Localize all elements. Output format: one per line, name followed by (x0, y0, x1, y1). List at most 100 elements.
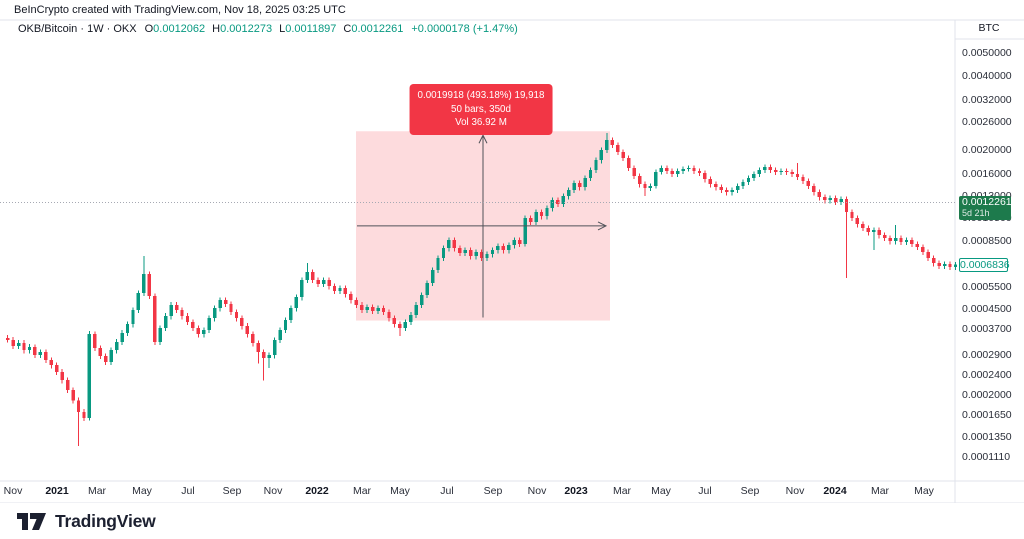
candle-body (55, 365, 59, 373)
candle-body (643, 184, 647, 189)
candle-body (839, 199, 843, 202)
tradingview-logo-icon[interactable] (17, 512, 47, 531)
ohlc-O: O0.0012062 (144, 23, 206, 35)
last-price-badge[interactable]: 0.0012261 5d 21h (959, 196, 1012, 221)
measure-up-arrowhead (478, 134, 488, 144)
candle-body (588, 169, 593, 178)
candle-body (899, 238, 903, 242)
price-axis-unit[interactable]: BTC (978, 22, 1000, 34)
candle-body (507, 245, 511, 251)
candle-body (104, 355, 108, 362)
candle-body (735, 185, 740, 190)
secondary-price-label[interactable]: 0.0006836 (959, 257, 1010, 272)
candle-body (534, 212, 538, 222)
candle-body (376, 307, 380, 312)
candle-body (861, 224, 865, 228)
candle-body (82, 412, 86, 418)
attribution-text: BeInCrypto created with TradingView.com,… (14, 4, 346, 16)
candle-body (637, 175, 642, 185)
candle-body (512, 239, 516, 246)
candlestick-series (6, 133, 958, 447)
candle-body (289, 307, 293, 321)
candle-body (343, 287, 348, 294)
candle-body (338, 287, 342, 291)
candle-body (441, 248, 446, 258)
measure-volume-line: Vol 36.92 M (455, 117, 507, 128)
price-tick-label: 0.0008500 (962, 234, 1012, 247)
candle-body (212, 307, 217, 318)
candle-body (626, 158, 631, 168)
candle-body (528, 217, 533, 222)
candle-body (468, 250, 473, 257)
candle-body (572, 182, 576, 190)
candle-body (223, 300, 228, 305)
candle-body (774, 169, 778, 172)
candle-body (610, 139, 615, 145)
candle-body (844, 199, 849, 213)
candle-body (518, 239, 522, 244)
time-tick-label: 2024 (823, 485, 847, 497)
candle-body (496, 245, 500, 251)
measure-tooltip[interactable]: 0.0019918 (493.18%) 19,918 50 bars, 350d… (409, 84, 553, 135)
candle-body (485, 254, 489, 258)
candle-body (245, 325, 250, 335)
candle-body (801, 176, 805, 181)
candle-body (360, 304, 364, 311)
candle-body (392, 317, 397, 325)
candle-body (697, 170, 702, 173)
chart-legend[interactable]: OKB/Bitcoin · 1W · OKX O0.0012062 H0.0012… (18, 23, 518, 36)
symbol-title[interactable]: OKB/Bitcoin · 1W · OKX (18, 23, 137, 35)
candle-body (752, 173, 756, 178)
time-tick-label: Nov (527, 485, 547, 497)
candle-body (300, 279, 304, 298)
candle-body (523, 217, 527, 244)
candle-body (169, 304, 173, 316)
candle-body (125, 324, 130, 333)
candle-body (370, 306, 375, 312)
candle-body (768, 166, 772, 170)
tradingview-wordmark[interactable]: TradingView (55, 510, 156, 531)
price-tick-label: 0.0016000 (962, 167, 1012, 180)
candle-body (730, 189, 734, 193)
price-tick-label: 0.0040000 (962, 70, 1012, 83)
candle-body (921, 246, 925, 252)
candle-body (109, 350, 113, 362)
price-tick-label: 0.0002400 (962, 369, 1012, 382)
candle-body (490, 250, 495, 255)
candle-body (414, 304, 418, 315)
candle-body (38, 352, 43, 356)
time-tick-label: 2023 (564, 485, 588, 497)
candle-body (556, 200, 560, 204)
candle-body (272, 339, 277, 356)
candle-body (703, 172, 707, 180)
candle-body (180, 310, 184, 316)
candle-body (893, 238, 898, 241)
candle-body (327, 279, 331, 287)
price-tick-label: 0.0026000 (962, 116, 1012, 129)
measure-right-arrowhead (597, 221, 608, 231)
time-tick-label: 2021 (45, 485, 69, 497)
candle-body (447, 239, 451, 249)
candle-body (262, 352, 266, 359)
footer-bar: TradingView (0, 503, 1024, 539)
candle-body (926, 251, 930, 258)
candle-body (142, 273, 146, 293)
candle-body (583, 177, 587, 188)
candle-body (218, 300, 222, 308)
time-tick-label: Sep (222, 485, 242, 497)
candle-body (452, 239, 457, 249)
candle-body (153, 296, 157, 342)
candle-body (430, 269, 435, 284)
candle-body (321, 279, 326, 284)
candle-body (719, 187, 723, 190)
time-tick-label: Mar (87, 485, 107, 497)
candle-body (196, 327, 201, 335)
candle-body (174, 304, 179, 311)
candle-body (577, 182, 582, 188)
candle-body (436, 257, 440, 270)
candle-body (136, 292, 141, 311)
candle-body (692, 167, 696, 171)
candle-body (365, 306, 369, 311)
candle-body (479, 251, 484, 258)
